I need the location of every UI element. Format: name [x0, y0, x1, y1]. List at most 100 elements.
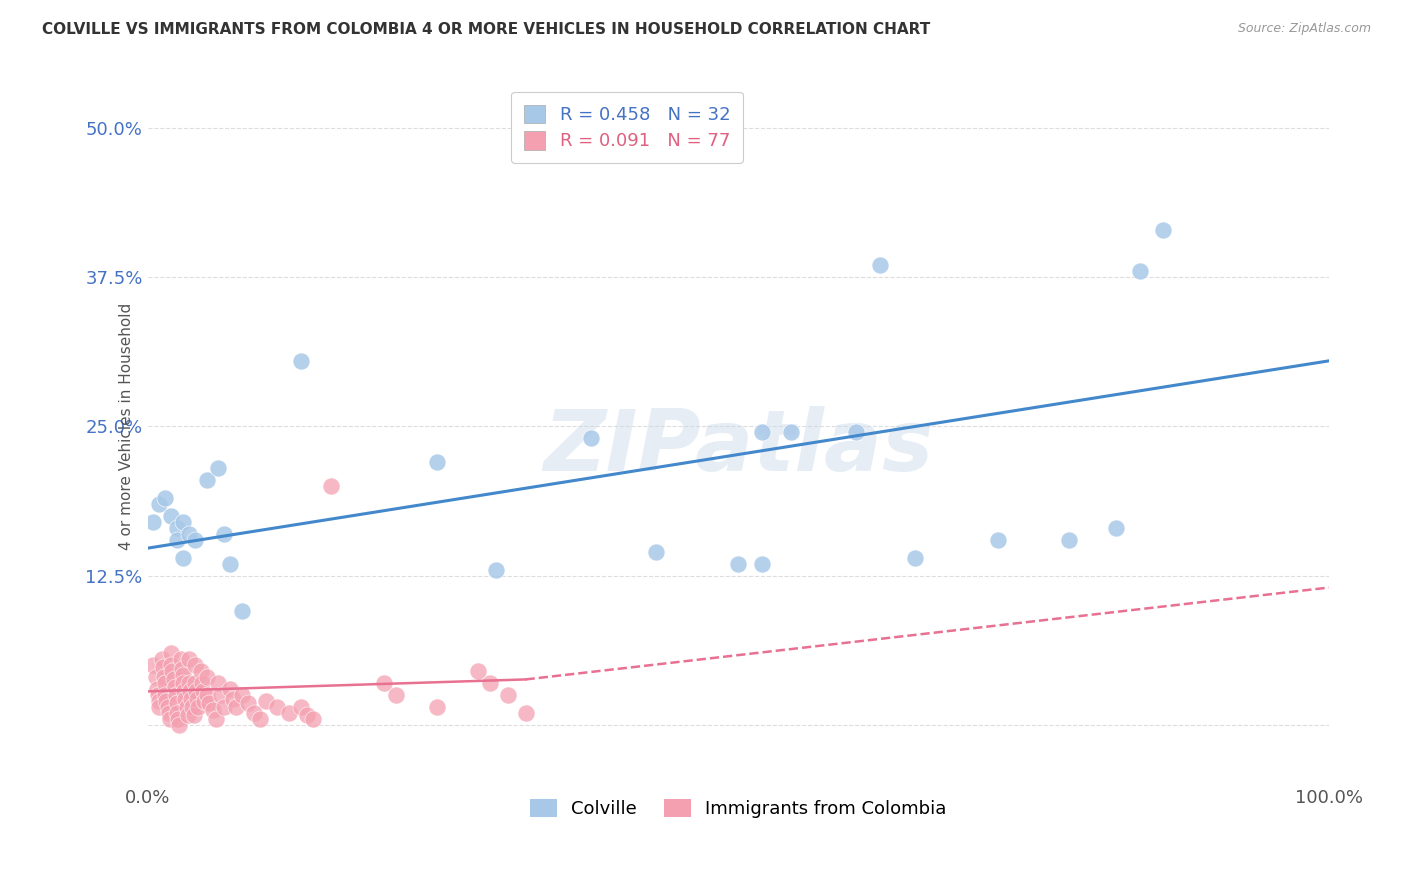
Point — [249, 712, 271, 726]
Point — [290, 354, 312, 368]
Point — [184, 676, 207, 690]
Point — [209, 688, 232, 702]
Point — [170, 662, 193, 676]
Point — [145, 670, 167, 684]
Point — [172, 550, 194, 565]
Point — [243, 706, 266, 720]
Point — [187, 699, 209, 714]
Point — [155, 676, 177, 690]
Point — [231, 688, 253, 702]
Point — [155, 491, 177, 505]
Point — [150, 652, 173, 666]
Point — [157, 706, 180, 720]
Point — [148, 694, 170, 708]
Point — [266, 699, 288, 714]
Point — [231, 604, 253, 618]
Point — [373, 676, 395, 690]
Point — [751, 425, 773, 440]
Point — [155, 688, 177, 702]
Point — [195, 670, 218, 684]
Text: ZIPatlas: ZIPatlas — [543, 407, 934, 490]
Point — [214, 699, 236, 714]
Point — [219, 681, 242, 696]
Point — [153, 670, 176, 684]
Point — [221, 691, 243, 706]
Point — [485, 563, 508, 577]
Point — [201, 703, 224, 717]
Point — [515, 706, 537, 720]
Point — [184, 658, 207, 673]
Point — [479, 676, 502, 690]
Point — [190, 664, 212, 678]
Point — [172, 676, 194, 690]
Point — [148, 497, 170, 511]
Point — [186, 691, 208, 706]
Point — [214, 526, 236, 541]
Point — [987, 533, 1010, 547]
Point — [205, 712, 228, 726]
Point — [1105, 521, 1128, 535]
Point — [302, 712, 325, 726]
Point — [179, 684, 201, 698]
Point — [163, 680, 186, 694]
Point — [184, 684, 207, 698]
Point — [172, 515, 194, 529]
Point — [426, 699, 449, 714]
Point — [183, 708, 205, 723]
Point — [1129, 264, 1152, 278]
Point — [169, 718, 191, 732]
Point — [166, 533, 188, 547]
Point — [155, 694, 177, 708]
Point — [166, 696, 188, 710]
Point — [160, 658, 183, 673]
Point — [167, 712, 190, 726]
Point — [845, 425, 868, 440]
Point — [142, 658, 165, 673]
Point — [166, 706, 188, 720]
Point — [184, 533, 207, 547]
Text: COLVILLE VS IMMIGRANTS FROM COLOMBIA 4 OR MORE VEHICLES IN HOUSEHOLD CORRELATION: COLVILLE VS IMMIGRANTS FROM COLOMBIA 4 O… — [42, 22, 931, 37]
Point — [177, 708, 200, 723]
Point — [160, 646, 183, 660]
Point — [254, 694, 277, 708]
Point — [162, 673, 184, 687]
Point — [172, 667, 194, 681]
Point — [177, 526, 200, 541]
Point — [160, 508, 183, 523]
Point — [191, 684, 214, 698]
Point — [780, 425, 803, 440]
Point — [142, 515, 165, 529]
Point — [173, 684, 195, 698]
Point — [152, 660, 174, 674]
Point — [319, 479, 342, 493]
Point — [467, 664, 489, 678]
Point — [219, 557, 242, 571]
Point — [751, 557, 773, 571]
Point — [156, 699, 179, 714]
Point — [169, 652, 191, 666]
Point — [1057, 533, 1080, 547]
Point — [727, 557, 749, 571]
Point — [176, 699, 198, 714]
Legend: Colville, Immigrants from Colombia: Colville, Immigrants from Colombia — [523, 792, 955, 825]
Point — [174, 691, 197, 706]
Point — [148, 699, 170, 714]
Point — [193, 694, 215, 708]
Point — [146, 681, 169, 696]
Point — [191, 676, 214, 690]
Point — [165, 688, 187, 702]
Point — [198, 696, 221, 710]
Point — [236, 696, 259, 710]
Y-axis label: 4 or more Vehicles in Household: 4 or more Vehicles in Household — [118, 303, 134, 550]
Point — [295, 708, 318, 723]
Point — [177, 676, 200, 690]
Point — [1153, 222, 1175, 236]
Point — [644, 545, 666, 559]
Point — [496, 688, 519, 702]
Point — [195, 473, 218, 487]
Point — [426, 455, 449, 469]
Point — [869, 259, 891, 273]
Point — [177, 652, 200, 666]
Point — [195, 688, 218, 702]
Point — [207, 676, 229, 690]
